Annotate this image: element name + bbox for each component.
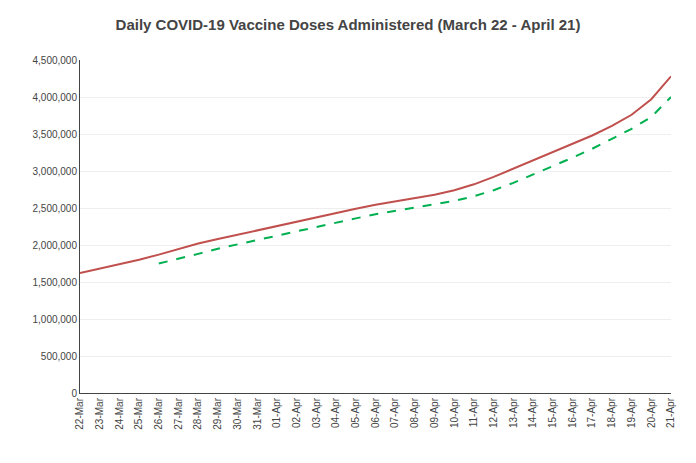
svg-text:4,000,000: 4,000,000 xyxy=(33,92,78,103)
svg-text:28-Mar: 28-Mar xyxy=(192,397,203,429)
svg-text:03-Apr: 03-Apr xyxy=(311,397,322,428)
svg-text:24-Mar: 24-Mar xyxy=(114,397,125,429)
svg-text:09-Apr: 09-Apr xyxy=(429,397,440,428)
svg-text:2,000,000: 2,000,000 xyxy=(33,240,78,251)
svg-text:4,500,000: 4,500,000 xyxy=(33,55,78,66)
svg-text:19-Apr: 19-Apr xyxy=(626,397,637,428)
svg-text:13-Apr: 13-Apr xyxy=(508,397,519,428)
svg-text:05-Apr: 05-Apr xyxy=(350,397,361,428)
svg-text:11-Apr: 11-Apr xyxy=(468,397,479,427)
svg-text:29-Mar: 29-Mar xyxy=(212,397,223,429)
svg-text:27-Mar: 27-Mar xyxy=(173,397,184,429)
svg-text:Daily COVID-19 Vaccine Doses A: Daily COVID-19 Vaccine Doses Administere… xyxy=(116,16,581,33)
svg-text:16-Apr: 16-Apr xyxy=(567,397,578,428)
svg-text:30-Mar: 30-Mar xyxy=(232,397,243,429)
svg-text:10-Apr: 10-Apr xyxy=(449,397,460,428)
svg-text:17-Apr: 17-Apr xyxy=(586,397,597,428)
svg-text:31-Mar: 31-Mar xyxy=(252,397,263,429)
svg-text:0: 0 xyxy=(71,388,77,399)
svg-text:01-Apr: 01-Apr xyxy=(271,397,282,428)
svg-text:1,500,000: 1,500,000 xyxy=(33,277,78,288)
svg-text:02-Apr: 02-Apr xyxy=(291,397,302,428)
svg-text:1,000,000: 1,000,000 xyxy=(33,314,78,325)
svg-text:22-Mar: 22-Mar xyxy=(74,397,85,429)
svg-text:07-Apr: 07-Apr xyxy=(389,397,400,428)
svg-text:3,500,000: 3,500,000 xyxy=(33,129,78,140)
svg-text:14-Apr: 14-Apr xyxy=(527,397,538,428)
svg-text:06-Apr: 06-Apr xyxy=(370,397,381,428)
svg-text:3,000,000: 3,000,000 xyxy=(33,166,78,177)
svg-text:20-Apr: 20-Apr xyxy=(646,397,657,428)
svg-text:12-Apr: 12-Apr xyxy=(488,397,499,428)
svg-text:2,500,000: 2,500,000 xyxy=(33,203,78,214)
svg-text:26-Mar: 26-Mar xyxy=(153,397,164,429)
svg-text:21-Apr: 21-Apr xyxy=(665,397,676,428)
svg-text:25-Mar: 25-Mar xyxy=(133,397,144,429)
svg-text:500,000: 500,000 xyxy=(41,351,78,362)
svg-text:18-Apr: 18-Apr xyxy=(606,397,617,428)
svg-text:04-Apr: 04-Apr xyxy=(330,397,341,428)
svg-text:23-Mar: 23-Mar xyxy=(94,397,105,429)
svg-text:08-Apr: 08-Apr xyxy=(409,397,420,428)
svg-text:15-Apr: 15-Apr xyxy=(547,397,558,428)
